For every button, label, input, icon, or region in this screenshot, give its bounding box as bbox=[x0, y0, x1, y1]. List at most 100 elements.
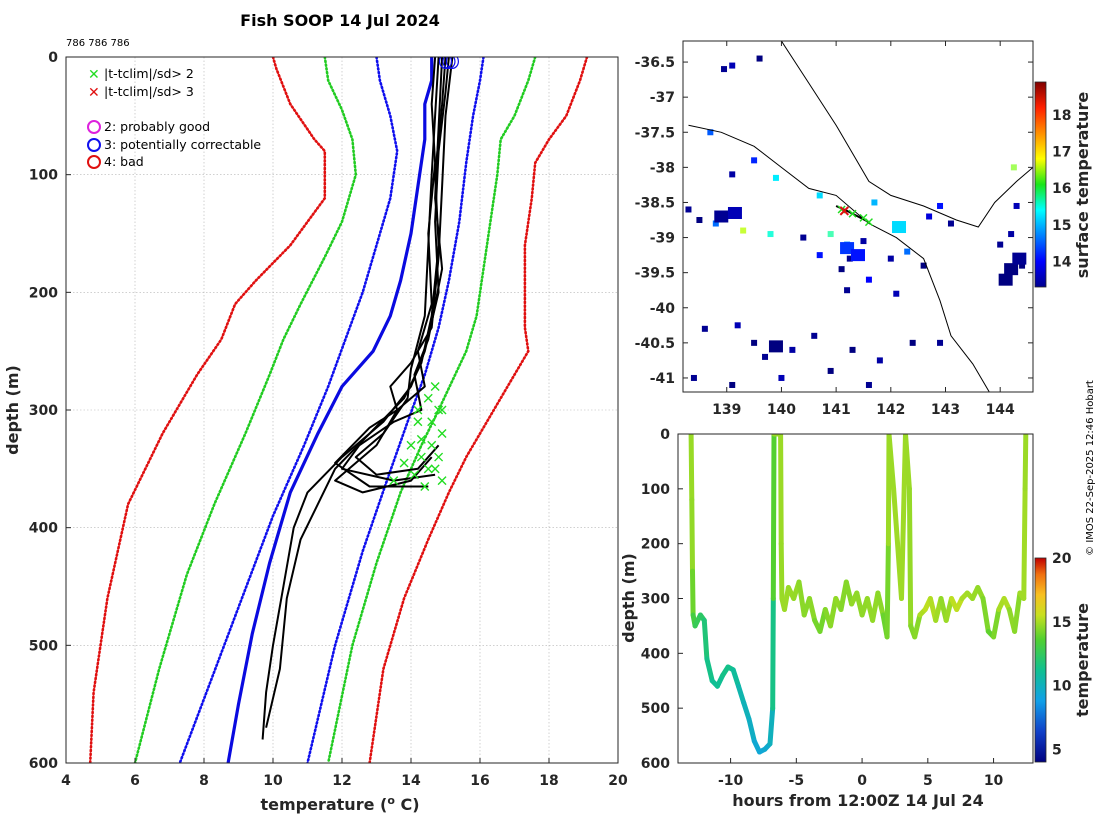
section-track-segment bbox=[980, 596, 991, 634]
sst-pixel bbox=[926, 213, 933, 220]
legend-marker-red-circle bbox=[87, 155, 101, 169]
sst-colorbar bbox=[1034, 81, 1047, 288]
climatology-green-line bbox=[326, 57, 537, 763]
sst-colorbar-label: surface temperature bbox=[1073, 92, 1092, 279]
colorbar-tick-label: 14 bbox=[1052, 254, 1072, 270]
sst-pixel bbox=[751, 339, 758, 346]
legend-item-probably-good: 2: probably good bbox=[87, 119, 210, 134]
flag-2sd-marker bbox=[399, 458, 409, 468]
profile-lines bbox=[261, 57, 454, 740]
sst-pixel bbox=[811, 332, 818, 339]
legend-label: 4: bad bbox=[104, 154, 144, 169]
y-tick-label: -41 bbox=[650, 371, 675, 387]
map-ticks: 139 140 141 142 143 144 -36.5 -37 -37.5 -38 -38.5 -… bbox=[635, 41, 1033, 418]
sst-patch bbox=[714, 210, 729, 223]
sst-pixel bbox=[751, 157, 758, 164]
flag-2sd-marker bbox=[416, 452, 426, 462]
x-tick-label: 0 bbox=[857, 773, 867, 789]
flag-2sd-marker bbox=[420, 481, 430, 491]
sst-pixel bbox=[849, 346, 856, 353]
sst-pixels bbox=[685, 55, 1027, 388]
legend: ✕ |t-tclim|/sd> 2 ✕ |t-tclim|/sd> 3 2: p… bbox=[87, 66, 261, 169]
sst-pixel bbox=[1008, 231, 1015, 238]
y-tick-label: 100 bbox=[29, 168, 58, 184]
sst-pixel bbox=[1013, 202, 1020, 209]
section-track-segment bbox=[690, 568, 696, 618]
section-track-segment bbox=[899, 434, 908, 601]
sst-pixel bbox=[997, 241, 1004, 248]
sst-pixel bbox=[871, 199, 878, 206]
sst-patch bbox=[998, 273, 1013, 286]
y-tick-label: -38 bbox=[650, 160, 675, 176]
section-track-segment bbox=[688, 434, 695, 503]
section-track-segment bbox=[1021, 486, 1028, 601]
colorbar-tick-label: 15 bbox=[1052, 615, 1071, 631]
y-tick-label: -38.5 bbox=[635, 195, 675, 211]
sst-pixel bbox=[876, 357, 883, 364]
temperature-colorbar bbox=[1034, 557, 1047, 763]
y-tick-label: -39 bbox=[650, 231, 675, 247]
x-tick-label: 4 bbox=[61, 773, 71, 789]
flag-2sd-marker bbox=[437, 476, 447, 486]
x-tick-label: -10 bbox=[718, 773, 744, 789]
legend-item-2sd: ✕ |t-tclim|/sd> 2 bbox=[88, 66, 194, 83]
section-track-segment bbox=[730, 667, 741, 689]
y-tick-label: 0 bbox=[48, 50, 58, 66]
flag-2sd-marker bbox=[427, 417, 437, 427]
y-tick-label: 200 bbox=[29, 285, 58, 301]
qc-circle-marker bbox=[445, 57, 459, 69]
sst-pixel bbox=[740, 227, 747, 234]
y-tick-label: 500 bbox=[29, 638, 58, 654]
x-tick-label: 5 bbox=[923, 773, 933, 789]
track-flag-green bbox=[859, 213, 868, 222]
section-track-segment bbox=[770, 596, 776, 711]
legend-marker-green-x: ✕ bbox=[88, 67, 100, 83]
x-tick-label: -5 bbox=[789, 773, 805, 789]
sst-pixel bbox=[947, 220, 954, 227]
y-tick-label: 100 bbox=[641, 482, 670, 498]
section-track-segment bbox=[991, 607, 1002, 640]
climatology-red-line bbox=[368, 57, 589, 763]
flag-2sd-marker bbox=[416, 434, 426, 444]
x-tick-label: 10 bbox=[984, 773, 1004, 789]
qc-circle-marker bbox=[438, 57, 453, 69]
sst-pixel bbox=[865, 381, 872, 388]
y-tick-label: -37.5 bbox=[635, 125, 675, 141]
sst-pixel bbox=[772, 174, 779, 181]
flag-2sd-marker bbox=[406, 440, 416, 450]
section-track-segment bbox=[875, 590, 886, 618]
section-track-segment bbox=[903, 434, 912, 492]
section-track-segment bbox=[906, 486, 914, 629]
sst-pixel bbox=[690, 374, 697, 381]
sst-pixel bbox=[909, 339, 916, 346]
section-ylabel: depth (m) bbox=[619, 553, 638, 643]
y-tick-label: 0 bbox=[660, 427, 670, 443]
sst-pixel bbox=[893, 290, 900, 297]
legend-label: |t-tclim|/sd> 3 bbox=[104, 84, 194, 99]
colorbar-tick-label: 10 bbox=[1052, 679, 1072, 695]
section-track-segment bbox=[770, 434, 777, 601]
section-track-segment bbox=[778, 434, 784, 547]
y-tick-label: -40 bbox=[650, 301, 676, 317]
profile-xlabel: temperature (o C) bbox=[260, 794, 419, 814]
flag-2sd-marker bbox=[389, 476, 399, 486]
sst-pixel bbox=[1010, 164, 1017, 171]
sst-pixel bbox=[778, 374, 785, 381]
x-tick-label: 16 bbox=[470, 773, 489, 789]
y-tick-label: 400 bbox=[29, 521, 58, 537]
y-tick-label: -39.5 bbox=[635, 266, 675, 282]
section-track-segment bbox=[807, 596, 818, 623]
sst-pixel bbox=[685, 206, 692, 213]
sst-colorbar-ticks: 14 15 16 17 18 bbox=[1052, 108, 1072, 270]
sst-patch bbox=[768, 340, 783, 353]
profile-line bbox=[261, 57, 450, 740]
x-tick-label: 139 bbox=[712, 402, 741, 418]
flag-2sd-marker bbox=[413, 405, 423, 415]
track-flag-red bbox=[839, 206, 850, 216]
profile-ids: 786 786 786 bbox=[66, 38, 130, 49]
sst-pixel bbox=[707, 129, 714, 136]
sst-patch bbox=[1012, 252, 1027, 265]
sst-pixel bbox=[865, 276, 872, 283]
